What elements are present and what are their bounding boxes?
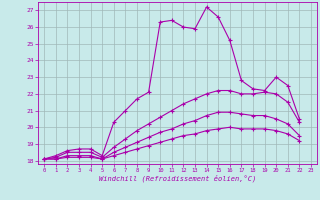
X-axis label: Windchill (Refroidissement éolien,°C): Windchill (Refroidissement éolien,°C)	[99, 175, 256, 182]
